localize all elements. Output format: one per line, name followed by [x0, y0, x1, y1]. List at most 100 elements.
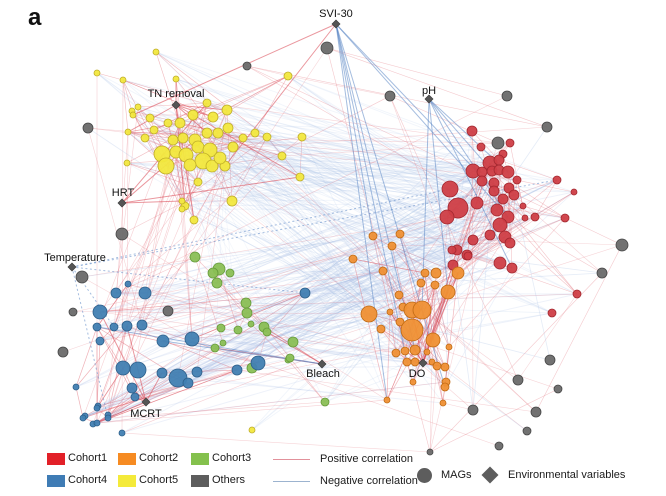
edge: [299, 176, 388, 401]
edge: [324, 361, 433, 403]
mag-node-cohort1: [493, 256, 507, 270]
edge: [372, 235, 437, 274]
edge: [184, 159, 500, 207]
mag-node-cohort5: [178, 197, 186, 205]
env-variable-label: MCRT: [130, 408, 162, 420]
edge: [535, 244, 623, 413]
edge: [96, 396, 136, 424]
edge: [214, 165, 226, 349]
mag-nodes: [57, 41, 629, 456]
mag-node-cohort5: [201, 127, 213, 139]
edge: [72, 293, 578, 313]
edge: [126, 325, 238, 371]
edge: [96, 272, 426, 328]
edge: [476, 202, 566, 219]
edge: [122, 79, 220, 270]
edge: [352, 258, 388, 401]
mag-node-others: [384, 90, 396, 102]
mag-node-cohort2: [440, 284, 456, 300]
edge: [391, 239, 474, 247]
edge: [457, 191, 575, 274]
edge: [517, 293, 578, 381]
edge: [96, 326, 433, 363]
edge: [211, 165, 553, 314]
mag-node-cohort5: [123, 159, 131, 167]
edge: [96, 326, 446, 368]
edge: [292, 341, 416, 351]
edge: [399, 233, 450, 348]
edge: [352, 236, 506, 260]
edge: [161, 372, 388, 401]
edge: [153, 129, 283, 157]
env-edge: [71, 266, 109, 419]
edge: [368, 313, 528, 432]
mag-node-cohort1: [501, 165, 515, 179]
edge: [96, 72, 423, 311]
mag-node-cohort5: [163, 118, 173, 128]
edge: [197, 146, 501, 264]
mag-node-cohort2: [409, 378, 417, 386]
edge: [127, 131, 199, 148]
edge: [391, 245, 422, 284]
env-variable-label: Bleach: [306, 368, 340, 380]
edge: [175, 78, 474, 172]
edge: [137, 106, 509, 218]
edge: [194, 256, 265, 328]
edge: [232, 146, 446, 388]
mag-node-cohort1: [476, 142, 486, 152]
edge: [281, 155, 553, 314]
edge: [301, 136, 458, 251]
env-variable-marker: [171, 100, 181, 110]
edge: [75, 182, 495, 388]
edge: [175, 78, 219, 134]
edge: [196, 272, 426, 373]
env-variable-label: DO: [409, 368, 426, 380]
env-edge: [71, 266, 115, 328]
edge: [82, 264, 454, 419]
edge: [99, 292, 306, 313]
env-edge: [145, 372, 163, 403]
edge: [211, 165, 495, 184]
edge: [97, 382, 189, 407]
mag-node-cohort4: [93, 404, 101, 412]
mag-node-others: [530, 406, 542, 418]
edge: [420, 217, 566, 284]
edge: [122, 79, 129, 133]
edge: [96, 153, 504, 328]
edge: [175, 151, 483, 173]
mag-node-others: [553, 384, 563, 394]
edge: [144, 292, 416, 363]
mag-node-cohort2: [416, 278, 426, 288]
edge: [115, 106, 139, 294]
edge: [434, 284, 450, 348]
edge: [324, 361, 408, 403]
mag-node-cohort2: [402, 357, 412, 367]
env-edge: [428, 98, 449, 293]
edge: [266, 136, 413, 331]
mag-node-cohort4: [184, 331, 200, 347]
edge: [197, 181, 291, 359]
env-variable-marker: [67, 262, 77, 272]
edge: [115, 292, 391, 313]
edge: [177, 377, 444, 404]
edge: [175, 151, 495, 192]
edge: [172, 139, 482, 148]
edge: [324, 306, 404, 403]
mag-node-cohort4: [92, 304, 108, 320]
edge: [324, 249, 453, 403]
edge: [131, 110, 483, 173]
edge: [391, 245, 437, 274]
edge: [97, 169, 500, 407]
edge: [197, 181, 231, 274]
edge: [96, 381, 447, 424]
edge: [197, 159, 500, 183]
mag-node-cohort5: [248, 426, 256, 434]
edge: [121, 352, 397, 434]
edge: [434, 284, 450, 348]
edge: [134, 254, 468, 398]
mag-node-others: [501, 90, 513, 102]
env-variable-marker: [141, 397, 151, 407]
edge: [513, 194, 603, 274]
edge: [254, 75, 289, 134]
edge: [214, 309, 423, 349]
